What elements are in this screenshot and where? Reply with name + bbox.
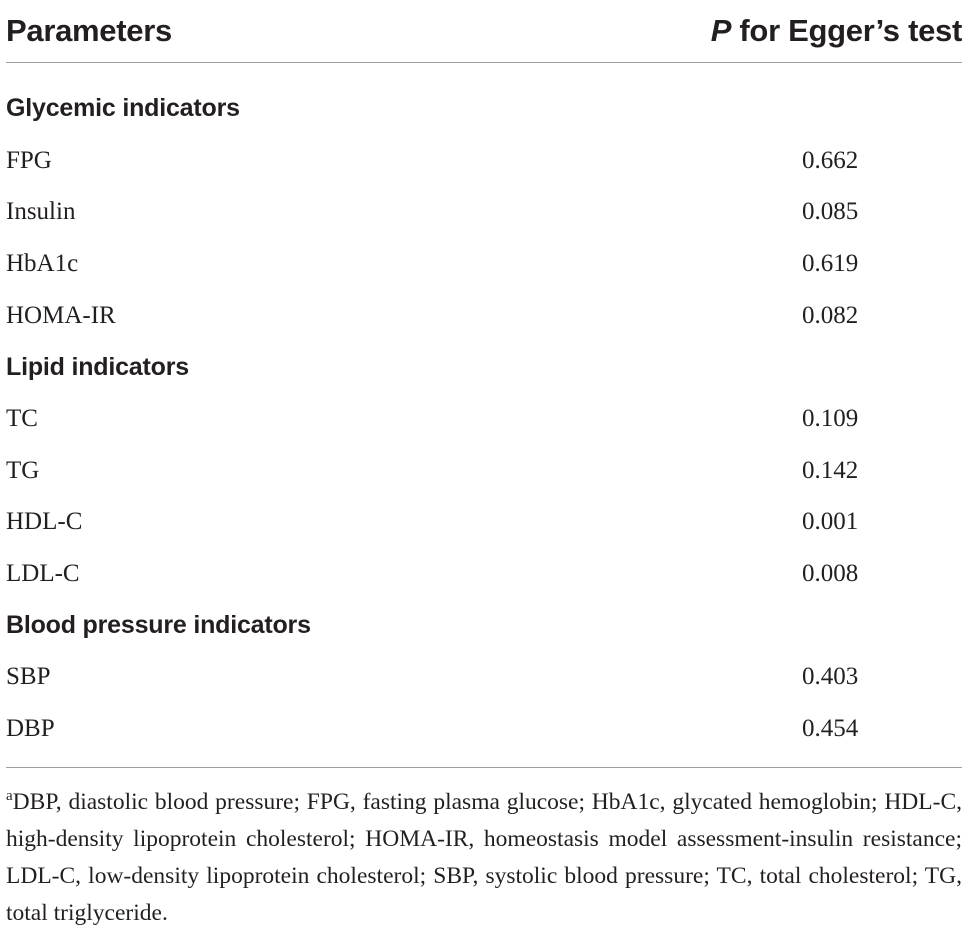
- footnote-text: DBP, diastolic blood pressure; FPG, fast…: [6, 788, 962, 926]
- row-value: 0.008: [802, 560, 859, 588]
- row-value: 0.109: [802, 404, 859, 432]
- row-name: LDL-C: [6, 560, 80, 588]
- table-row: HDL-C 0.001: [6, 497, 962, 549]
- table-row: TG 0.142: [6, 445, 962, 497]
- row-name: HbA1c: [6, 249, 79, 277]
- row-name: SBP: [6, 663, 51, 691]
- row-value: 0.082: [802, 301, 859, 329]
- footnote-marker: a: [6, 787, 13, 804]
- table-row: LDL-C 0.008: [6, 548, 962, 600]
- row-name: TC: [6, 404, 38, 432]
- row-value: 0.662: [802, 146, 859, 174]
- row-name: HOMA-IR: [6, 301, 116, 329]
- section-title-text: Lipid indicators: [6, 352, 189, 381]
- p-header-rest: for Egger’s test: [731, 13, 962, 48]
- row-name: TG: [6, 456, 40, 484]
- section-title-blood-pressure: Blood pressure indicators: [6, 600, 962, 652]
- p-value-header: P for Egger’s test: [710, 13, 963, 49]
- section-title-text: Blood pressure indicators: [6, 611, 311, 640]
- row-name: HDL-C: [6, 508, 83, 536]
- parameters-header: Parameters: [6, 13, 172, 48]
- footer-divider: [6, 766, 962, 768]
- table-row: TC 0.109: [6, 393, 962, 445]
- p-letter: P: [710, 13, 732, 48]
- section-title-glycemic: Glycemic indicators: [6, 83, 962, 135]
- row-value: 0.454: [802, 715, 859, 743]
- row-value: 0.085: [802, 198, 859, 226]
- row-name: DBP: [6, 715, 55, 743]
- row-value: 0.142: [802, 456, 859, 484]
- row-value: 0.403: [802, 663, 859, 691]
- table-row: HOMA-IR 0.082: [6, 290, 962, 342]
- table-row: Insulin 0.085: [6, 186, 962, 238]
- table-row: SBP 0.403: [6, 652, 962, 704]
- row-name: FPG: [6, 146, 52, 174]
- table-row: DBP 0.454: [6, 703, 962, 755]
- row-value: 0.001: [802, 508, 859, 536]
- section-title-text: Glycemic indicators: [6, 94, 240, 123]
- egger-test-table: Parameters P for Egger’s test Glycemic i…: [6, 0, 962, 932]
- row-value: 0.619: [802, 249, 859, 277]
- table-row: FPG 0.662: [6, 135, 962, 187]
- row-name: Insulin: [6, 198, 76, 226]
- table-header: Parameters P for Egger’s test: [6, 0, 962, 63]
- table-body: Glycemic indicators FPG 0.662 Insulin 0.…: [6, 63, 962, 755]
- section-title-lipid: Lipid indicators: [6, 341, 962, 393]
- table-row: HbA1c 0.619: [6, 238, 962, 290]
- table-footnote: aDBP, diastolic blood pressure; FPG, fas…: [6, 768, 962, 932]
